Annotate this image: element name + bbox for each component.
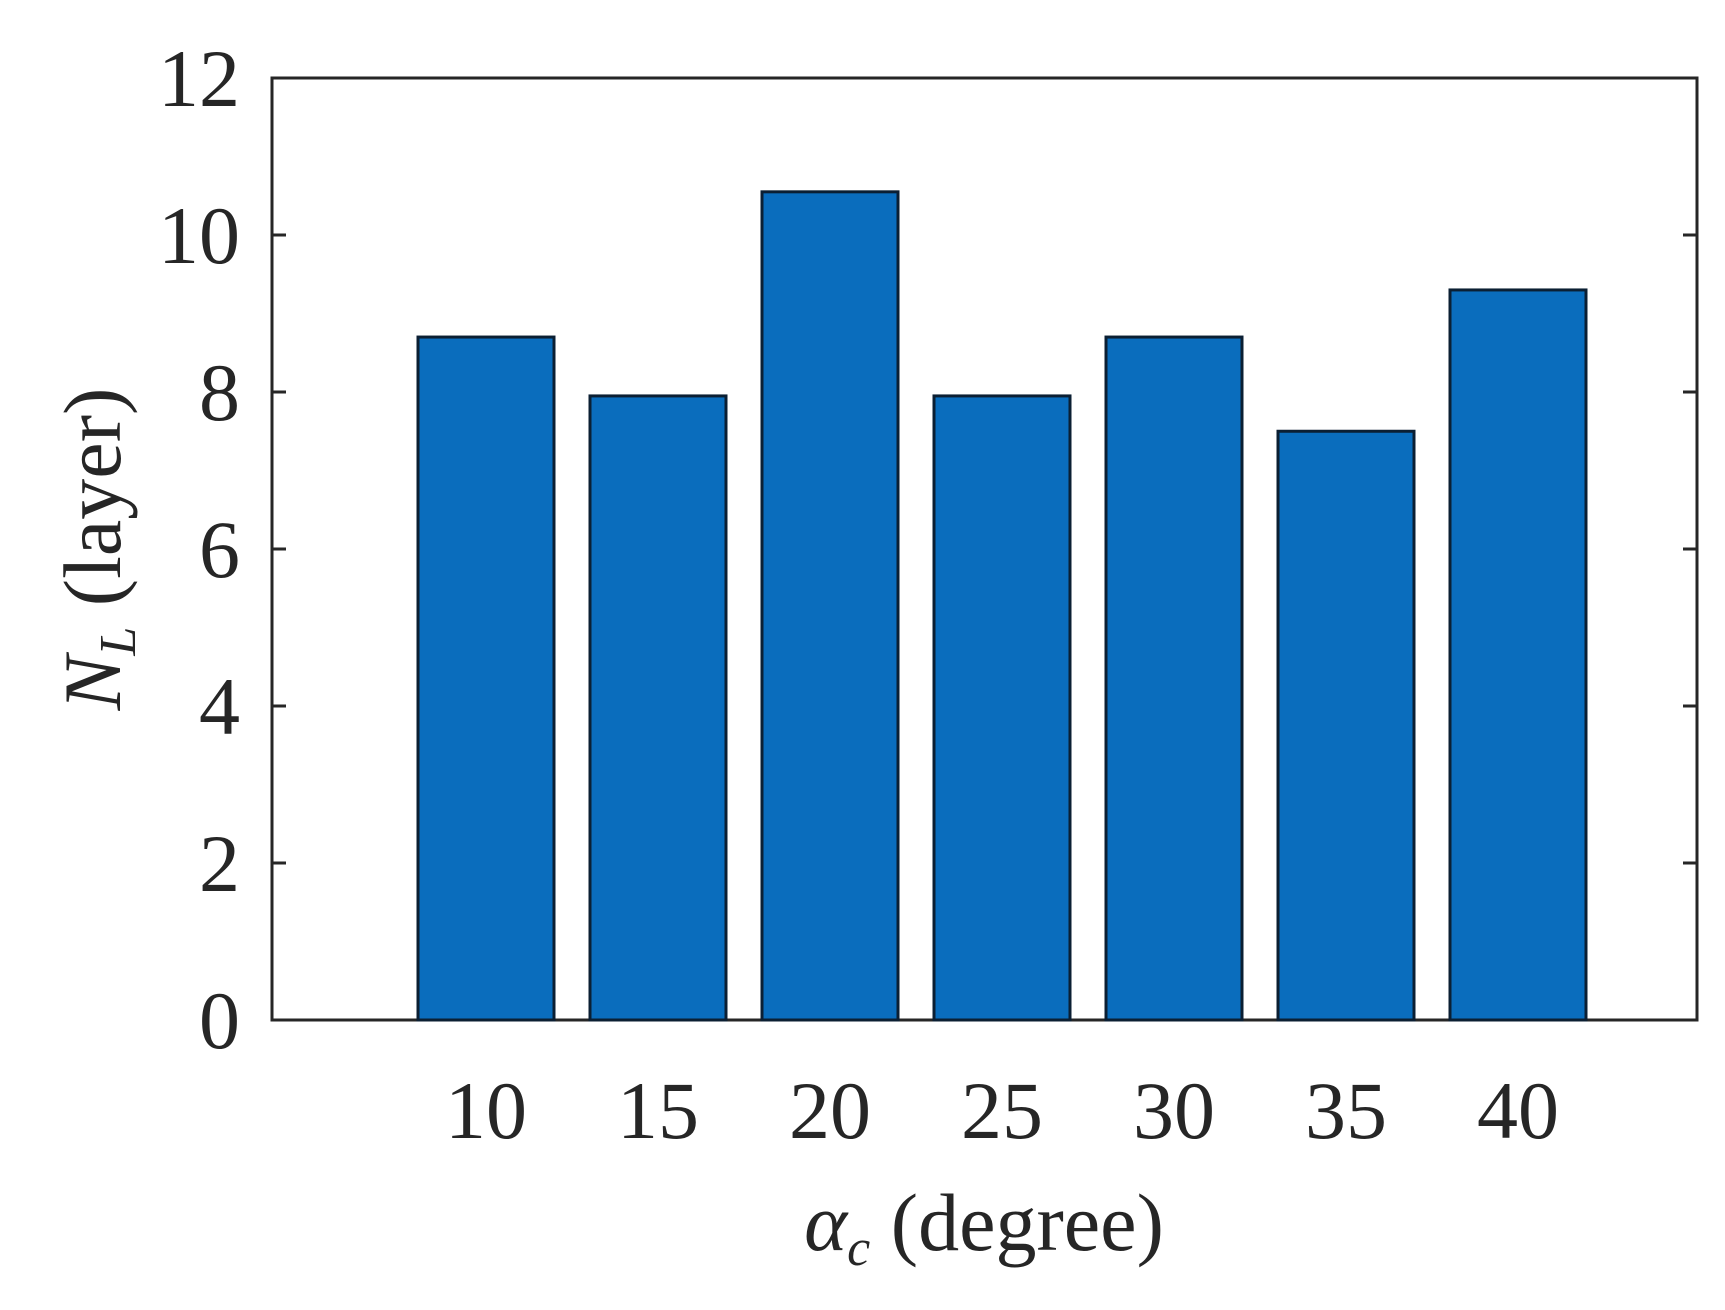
y-tick-label-2: 2 xyxy=(199,818,240,909)
y-axis-ticks: 0 2 4 6 8 10 12 xyxy=(158,33,1697,1066)
bar-40 xyxy=(1448,288,1588,1022)
x-tick-label-30: 30 xyxy=(1133,1065,1215,1156)
y-tick-label-0: 0 xyxy=(199,975,240,1066)
y-tick-label-10: 10 xyxy=(158,190,240,281)
bar-group xyxy=(416,190,1588,1022)
y-axis-label-subscript: L xyxy=(90,627,147,657)
bar-20 xyxy=(760,190,900,1022)
bar-15 xyxy=(588,394,728,1022)
y-tick-label-8: 8 xyxy=(199,347,240,438)
x-tick-label-20: 20 xyxy=(789,1065,871,1156)
y-axis-label-text: (layer) xyxy=(47,388,138,627)
x-tick-label-40: 40 xyxy=(1477,1065,1559,1156)
y-tick-label-6: 6 xyxy=(199,504,240,595)
x-axis-ticks: 10 15 20 25 30 35 40 xyxy=(445,1065,1559,1156)
y-tick-label-4: 4 xyxy=(199,661,240,752)
y-tick-label-12: 12 xyxy=(158,33,240,124)
x-tick-label-25: 25 xyxy=(961,1065,1043,1156)
y-axis-label: NL (layer) xyxy=(47,388,147,712)
bar-30 xyxy=(1104,335,1244,1022)
x-tick-label-10: 10 xyxy=(445,1065,527,1156)
x-axis-label-subscript: c xyxy=(847,1220,870,1277)
x-axis-label-symbol: α xyxy=(804,1177,849,1268)
y-axis-label-symbol: N xyxy=(47,651,138,711)
bar-25 xyxy=(932,394,1072,1022)
x-axis-label: αc (degree) xyxy=(804,1177,1164,1277)
bar-35 xyxy=(1276,429,1416,1022)
x-tick-label-15: 15 xyxy=(617,1065,699,1156)
x-tick-label-35: 35 xyxy=(1305,1065,1387,1156)
bar-10 xyxy=(416,335,556,1022)
x-axis-label-text: (degree) xyxy=(870,1177,1164,1268)
